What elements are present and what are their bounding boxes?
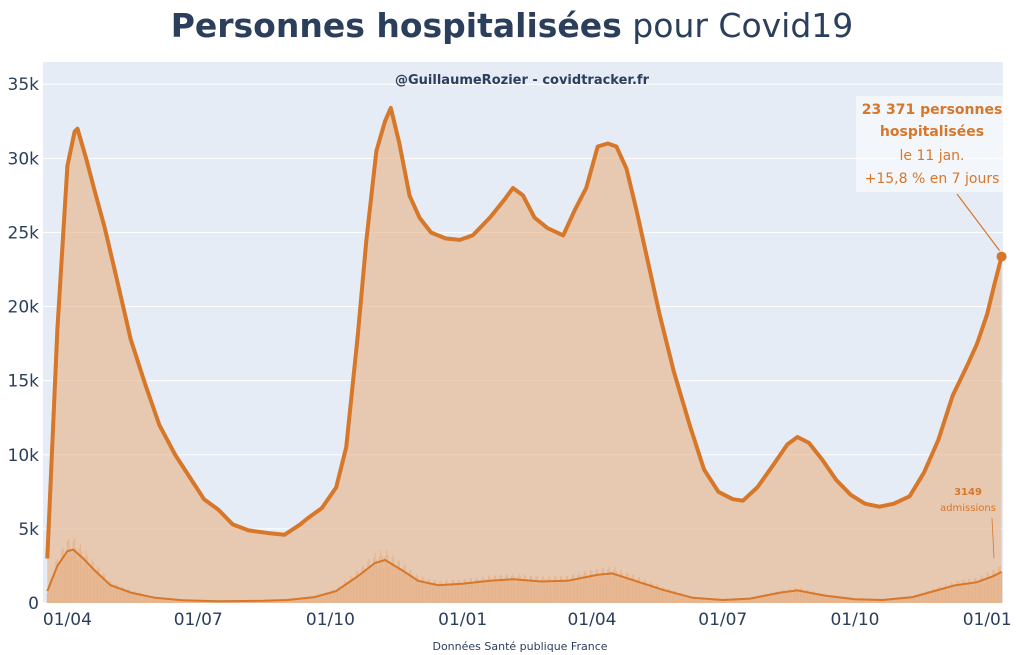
x-tick-label: 01/01: [963, 610, 1012, 630]
admissions-value: 3149: [954, 487, 982, 498]
y-tick-label: 30k: [8, 149, 40, 169]
y-tick-label: 5k: [18, 520, 39, 540]
x-tick-label: 01/07: [174, 610, 223, 630]
annotation-arrow: [956, 193, 1001, 251]
chart-title: Personnes hospitalisées pour Covid19: [170, 6, 854, 45]
source-text: Données Santé publique France: [432, 640, 607, 653]
x-tick-label: 01/10: [306, 610, 355, 630]
admissions-arrow: [991, 517, 995, 559]
y-tick-label: 25k: [8, 223, 40, 243]
y-tick-label: 0: [28, 594, 39, 614]
y-tick-label: 15k: [8, 372, 40, 392]
admission-bar: [1001, 571, 1003, 603]
x-tick-label: 01/10: [830, 610, 879, 630]
x-tick-label: 01/07: [698, 610, 747, 630]
admissions-area: [47, 549, 1002, 603]
x-tick-label: 01/04: [43, 610, 92, 630]
annotation-line-1: 23 371 personnes: [862, 102, 1003, 118]
y-tick-label: 20k: [8, 298, 40, 318]
y-tick-label: 10k: [8, 446, 40, 466]
admissions-line: [46, 548, 1003, 603]
annotation-line-2: hospitalisées: [880, 124, 984, 140]
annotation-line-4: +15,8 % en 7 jours: [865, 171, 1000, 187]
admissions-label: admissions: [940, 503, 996, 514]
annotation-box: [856, 96, 1006, 192]
y-tick-label: 35k: [8, 75, 40, 95]
hospitalisations-area: [47, 107, 1002, 604]
x-tick-label: 01/04: [567, 610, 616, 630]
last-point-marker: [996, 251, 1007, 262]
hospitalisations-line: [45, 105, 1004, 559]
x-tick-label: 01/01: [438, 610, 487, 630]
annotation-line-3: le 11 jan.: [899, 148, 964, 164]
y-axis-ticks: 0 5k 10k 15k 20k 25k 30k 35k: [8, 75, 40, 614]
x-axis-ticks: 01/04 01/07 01/10 01/01 01/04 01/07 01/10 01/01: [43, 610, 1012, 630]
credit-text: @GuillaumeRozier - covidtracker.fr: [395, 73, 650, 88]
